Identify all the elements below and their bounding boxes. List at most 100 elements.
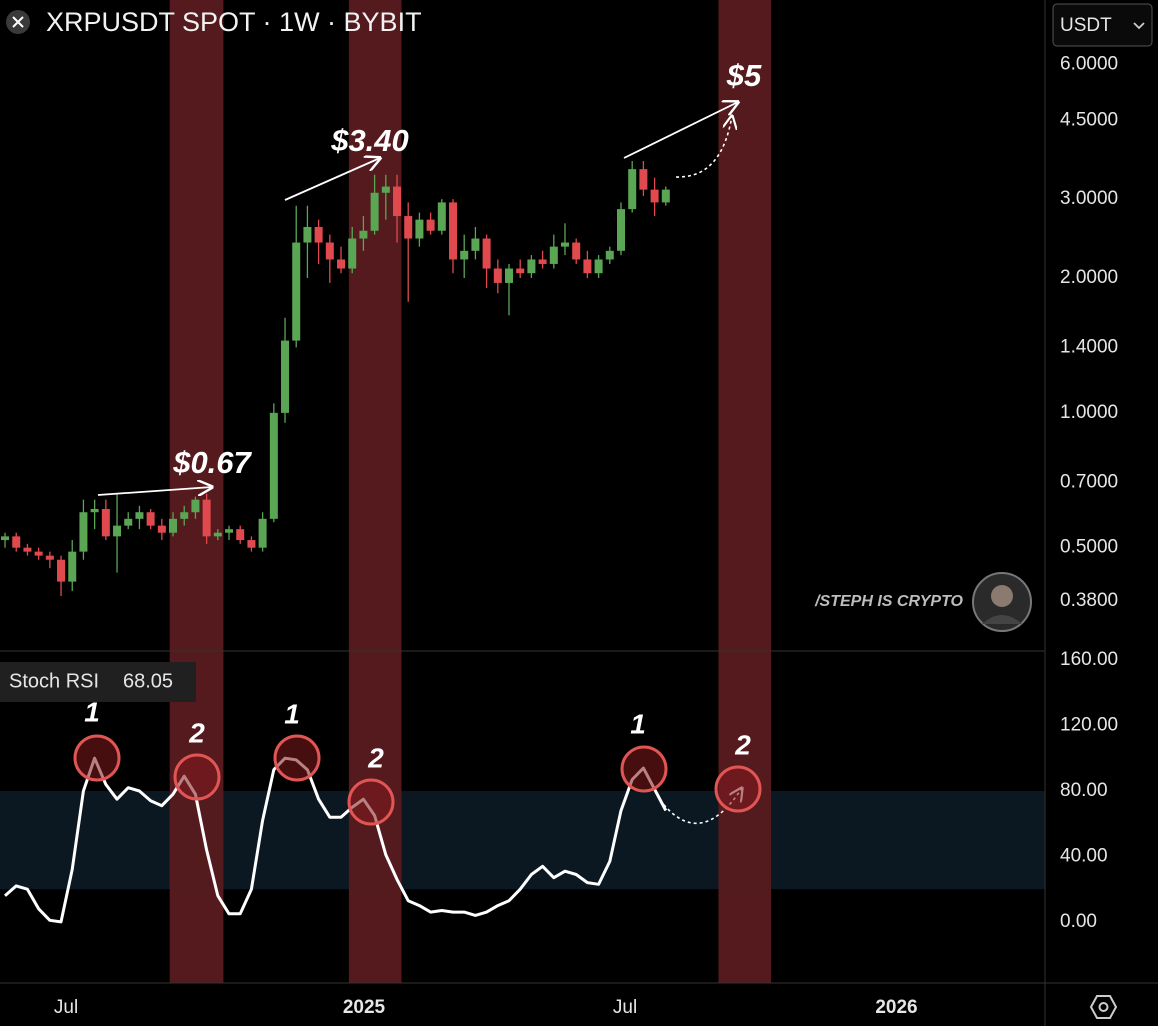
candle-body bbox=[57, 559, 66, 582]
candle-body bbox=[45, 555, 54, 560]
y-tick-label: 0.5000 bbox=[1060, 537, 1118, 558]
peak-marker bbox=[347, 778, 395, 826]
candle-body bbox=[516, 268, 525, 274]
candle-body bbox=[169, 518, 178, 533]
peak-number: 2 bbox=[734, 729, 751, 760]
candle-body bbox=[426, 219, 435, 231]
candle-body bbox=[180, 512, 189, 519]
plot: 6.0000 4.5000 3.0000 2.0000 1.4000 1.0000 0.70… bbox=[1, 53, 1118, 1018]
candle-body bbox=[90, 509, 99, 513]
peak-marker bbox=[620, 745, 668, 793]
candle-body bbox=[460, 250, 469, 260]
candle-body bbox=[79, 512, 88, 552]
candle-body bbox=[135, 512, 144, 519]
price-annotation: $5 bbox=[726, 58, 762, 93]
unit-selector-label[interactable]: USDT bbox=[1060, 15, 1112, 36]
candle-body bbox=[303, 226, 312, 243]
indicator-name: Stoch RSI bbox=[9, 670, 99, 692]
y2-tick-label: 160.00 bbox=[1060, 649, 1118, 670]
candle-body bbox=[1, 536, 10, 541]
candle-body bbox=[471, 238, 480, 251]
settings-icon[interactable] bbox=[1089, 995, 1118, 1019]
candle-body bbox=[572, 242, 581, 260]
candle-body bbox=[325, 242, 334, 260]
candle-body bbox=[561, 242, 570, 247]
highlight-band bbox=[718, 0, 772, 983]
candle-body bbox=[236, 529, 245, 541]
background bbox=[0, 0, 1045, 983]
candle-body bbox=[337, 259, 346, 269]
candle-body bbox=[381, 186, 390, 193]
unit-selector[interactable] bbox=[1052, 3, 1153, 47]
x-tick-label: Jul bbox=[613, 997, 637, 1018]
y-tick-label: 2.0000 bbox=[1060, 267, 1118, 288]
candle-body bbox=[404, 216, 413, 239]
peak-marker bbox=[714, 765, 762, 813]
candle-body bbox=[437, 202, 446, 231]
candle-body bbox=[101, 509, 110, 537]
peak-number: 1 bbox=[84, 696, 100, 727]
candle-body bbox=[225, 529, 234, 533]
candle-body bbox=[247, 540, 256, 548]
annotation-arrow bbox=[623, 102, 738, 159]
projection-arrow bbox=[659, 788, 742, 824]
y2-tick-label: 40.00 bbox=[1060, 845, 1108, 866]
projection-arrow bbox=[675, 116, 732, 178]
candle-body bbox=[348, 238, 357, 269]
candle-body bbox=[146, 512, 155, 526]
peak-marker bbox=[173, 753, 221, 801]
y2-tick-label: 120.00 bbox=[1060, 715, 1118, 736]
candle-body bbox=[661, 189, 670, 203]
y-tick-label: 4.5000 bbox=[1060, 109, 1118, 130]
watermark: /STEPH IS CRYPTO bbox=[814, 593, 963, 610]
peak-number: 1 bbox=[630, 708, 646, 739]
candle-body bbox=[281, 340, 290, 413]
candle-body bbox=[12, 536, 21, 548]
x-tick-label: 2026 bbox=[875, 997, 917, 1018]
y-tick-label: 1.0000 bbox=[1060, 402, 1118, 423]
x-tick-label: 2025 bbox=[343, 997, 386, 1018]
highlight-band bbox=[169, 0, 224, 983]
x-tick-label: Jul bbox=[54, 997, 78, 1018]
candle-body bbox=[493, 268, 502, 283]
rsi-band bbox=[0, 790, 1045, 890]
avatar-face bbox=[991, 585, 1013, 607]
candle-body bbox=[258, 518, 267, 548]
peak-number: 2 bbox=[188, 717, 205, 748]
candle-body bbox=[505, 268, 514, 283]
rsi-line bbox=[4, 756, 668, 924]
y-tick-label: 1.4000 bbox=[1060, 336, 1118, 357]
price-annotation: $3.40 bbox=[330, 123, 409, 158]
candle-body bbox=[583, 259, 592, 274]
y2-tick-label: 0.00 bbox=[1060, 911, 1097, 932]
candle-body bbox=[359, 230, 368, 239]
candle-body bbox=[549, 246, 558, 264]
annotation-arrow bbox=[284, 158, 380, 201]
settings-icon-center[interactable] bbox=[1098, 1002, 1109, 1012]
candle-body bbox=[605, 250, 614, 260]
candle-body bbox=[370, 192, 379, 231]
peak-marker bbox=[73, 734, 121, 782]
candle-body bbox=[415, 219, 424, 239]
candle-body bbox=[314, 226, 323, 243]
candle-body bbox=[482, 238, 491, 269]
candle-body bbox=[393, 186, 402, 217]
y-tick-label: 3.0000 bbox=[1060, 188, 1118, 209]
candle-body bbox=[594, 259, 603, 274]
candle-body bbox=[292, 242, 301, 341]
candle-body bbox=[23, 547, 32, 552]
chart-title: XRPUSDT SPOT · 1W · BYBIT bbox=[46, 7, 422, 37]
candle-body bbox=[68, 551, 77, 582]
candle-body bbox=[527, 259, 536, 274]
peak-number: 1 bbox=[284, 698, 300, 729]
candle-body bbox=[269, 412, 278, 519]
candle-body bbox=[538, 259, 547, 264]
chevron[interactable] bbox=[1133, 22, 1145, 30]
price-annotation: $0.67 bbox=[172, 445, 252, 480]
candle-body bbox=[34, 551, 43, 556]
y2-tick-label: 80.00 bbox=[1060, 780, 1108, 801]
candle-body bbox=[157, 525, 166, 533]
symbol-icon-glyph bbox=[12, 16, 24, 28]
